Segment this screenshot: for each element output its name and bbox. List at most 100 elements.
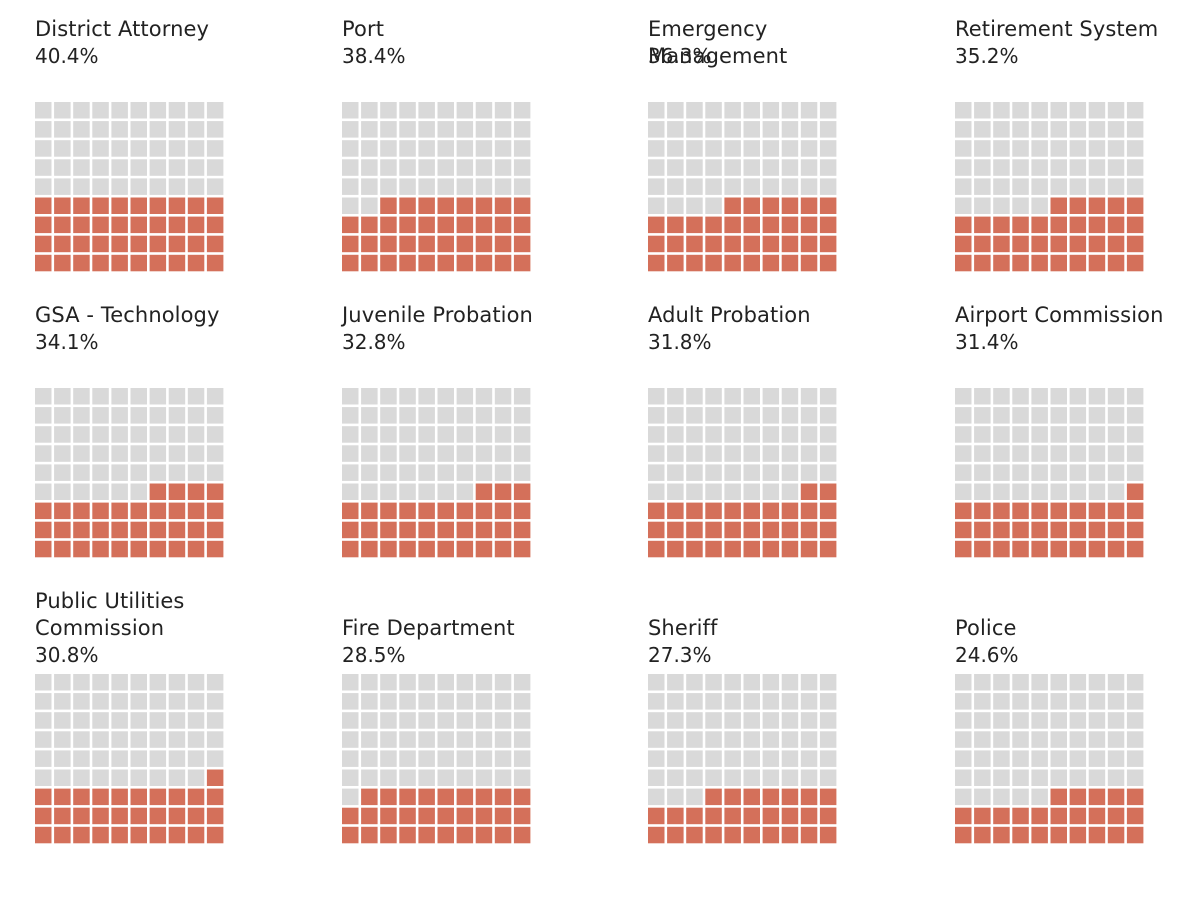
waffle-cell-empty — [1088, 388, 1106, 405]
waffle-cell-filled — [800, 197, 818, 214]
waffle-cell-filled — [130, 826, 147, 844]
waffle-cell-empty — [974, 750, 991, 767]
waffle-cell-filled — [781, 540, 799, 558]
waffle-cell-empty — [206, 407, 224, 424]
waffle-cell-empty — [724, 693, 741, 710]
waffle-cell-empty — [130, 178, 147, 195]
waffle-cell-filled — [1126, 502, 1144, 520]
waffle-cell-empty — [648, 788, 665, 806]
waffle-cell-empty — [974, 712, 991, 729]
waffle-cell-empty — [380, 121, 397, 138]
waffle-cell-filled — [456, 521, 474, 539]
waffle-cell-filled — [1012, 235, 1029, 253]
waffle-cell-empty — [955, 693, 972, 710]
waffle-cell-empty — [1031, 712, 1048, 729]
waffle-cell-empty — [73, 178, 90, 195]
waffle-cell-empty — [667, 693, 684, 710]
waffle-cell-empty — [206, 445, 224, 462]
waffle-cell-filled — [437, 540, 454, 558]
waffle-cell-empty — [418, 159, 435, 176]
waffle-cell-empty — [1012, 121, 1029, 138]
waffle-cell-empty — [1088, 121, 1106, 138]
waffle-cell-empty — [1012, 197, 1029, 214]
waffle-cell-filled — [342, 502, 359, 520]
waffle-cell-filled — [1012, 502, 1029, 520]
waffle-cell-empty — [800, 102, 818, 119]
waffle-cell-filled — [648, 502, 665, 520]
waffle-cell-filled — [130, 807, 147, 825]
waffle-cell-empty — [705, 674, 722, 691]
waffle-cell-empty — [494, 407, 512, 424]
waffle-cell-empty — [819, 674, 837, 691]
waffle-cell-empty — [418, 121, 435, 138]
waffle-cell-empty — [686, 445, 703, 462]
waffle-cell-empty — [149, 159, 167, 176]
waffle-panel: Juvenile Probation 32.8% — [342, 302, 582, 592]
waffle-cell-empty — [1069, 178, 1087, 195]
waffle-cell-empty — [380, 693, 397, 710]
waffle-cell-empty — [1069, 121, 1087, 138]
waffle-cell-empty — [705, 483, 722, 500]
waffle-cell-empty — [73, 102, 90, 119]
waffle-cell-filled — [800, 254, 818, 272]
waffle-cell-filled — [705, 216, 722, 234]
waffle-cell-empty — [130, 388, 147, 405]
waffle-cell-empty — [743, 407, 760, 424]
waffle-cell-empty — [342, 388, 359, 405]
waffle-cell-empty — [206, 464, 224, 481]
waffle-cell-filled — [418, 807, 435, 825]
waffle-cell-filled — [1069, 216, 1087, 234]
waffle-cell-filled — [168, 235, 186, 253]
waffle-cell-filled — [724, 216, 741, 234]
waffle-cell-empty — [399, 731, 416, 748]
waffle-cell-filled — [111, 254, 128, 272]
waffle-cell-empty — [456, 445, 474, 462]
waffle-cell-empty — [800, 769, 818, 786]
waffle-cell-filled — [149, 826, 167, 844]
waffle-cell-empty — [686, 178, 703, 195]
waffle-cell-filled — [437, 197, 454, 214]
waffle-cell-empty — [724, 674, 741, 691]
waffle-cell-empty — [1031, 388, 1048, 405]
waffle-cell-filled — [1031, 540, 1048, 558]
waffle-cell-filled — [1126, 254, 1144, 272]
waffle-cell-filled — [92, 521, 109, 539]
waffle-cell-empty — [667, 140, 684, 157]
waffle-cell-filled — [667, 235, 684, 253]
waffle-cell-empty — [1012, 712, 1029, 729]
waffle-cell-filled — [743, 521, 760, 539]
waffle-cell-empty — [1050, 140, 1067, 157]
waffle-cell-empty — [418, 407, 435, 424]
waffle-cell-filled — [993, 235, 1010, 253]
waffle-cell-empty — [92, 159, 109, 176]
waffle-cell-filled — [111, 216, 128, 234]
waffle-cell-empty — [1031, 464, 1048, 481]
waffle-cell-empty — [399, 464, 416, 481]
waffle-cell-empty — [705, 426, 722, 443]
waffle-cell-filled — [800, 216, 818, 234]
waffle-cell-empty — [187, 140, 205, 157]
waffle-cell-empty — [418, 693, 435, 710]
waffle-cell-empty — [456, 407, 474, 424]
waffle-cell-empty — [762, 693, 780, 710]
waffle-cell-filled — [54, 826, 71, 844]
waffle-cell-empty — [1126, 178, 1144, 195]
waffle-cell-empty — [54, 464, 71, 481]
waffle-cell-filled — [1050, 254, 1067, 272]
waffle-cell-filled — [648, 826, 665, 844]
waffle-cell-filled — [380, 197, 397, 214]
waffle-cell-empty — [1069, 731, 1087, 748]
waffle-cell-empty — [73, 483, 90, 500]
waffle-cell-empty — [1126, 102, 1144, 119]
waffle-cell-filled — [342, 235, 359, 253]
waffle-cell-empty — [1031, 445, 1048, 462]
waffle-cell-empty — [92, 464, 109, 481]
waffle-cell-filled — [1107, 521, 1125, 539]
waffle-cell-filled — [187, 254, 205, 272]
waffle-cell-empty — [762, 426, 780, 443]
waffle-cell-empty — [1050, 750, 1067, 767]
waffle-cell-empty — [762, 483, 780, 500]
waffle-panel: District Attorney 40.4% — [35, 16, 275, 306]
waffle-cell-filled — [686, 826, 703, 844]
waffle-cell-empty — [513, 464, 531, 481]
